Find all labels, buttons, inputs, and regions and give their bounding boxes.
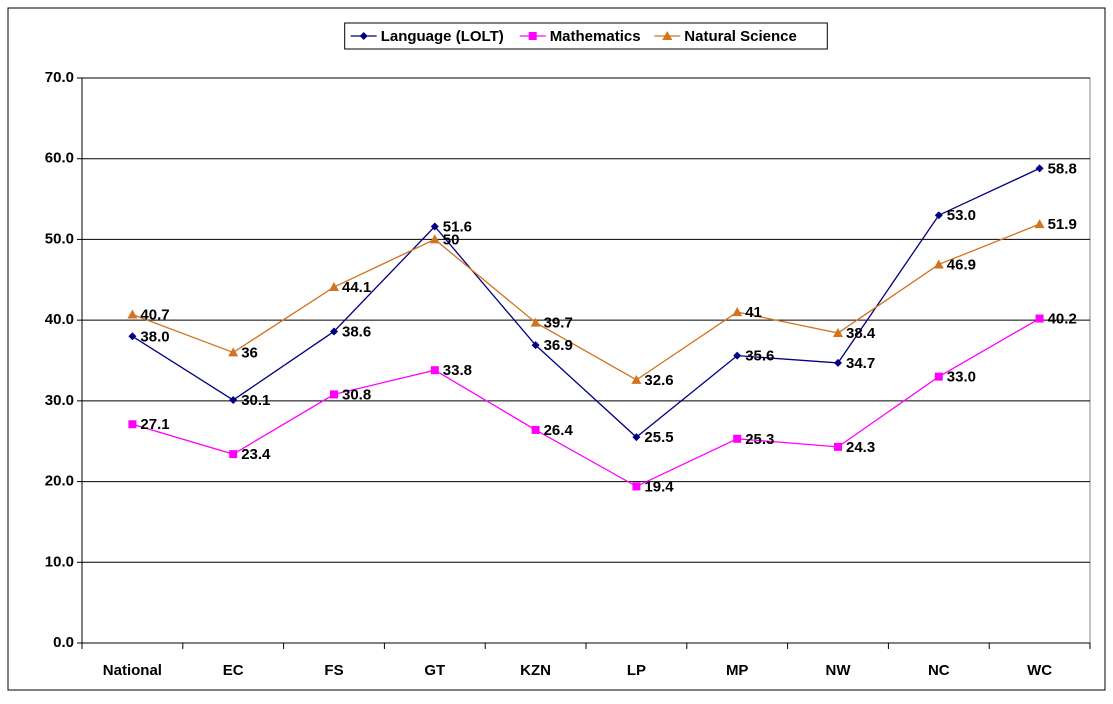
data-point <box>834 442 842 451</box>
data-label: 33.8 <box>443 362 472 379</box>
x-tick-label: MP <box>726 662 749 679</box>
data-point <box>1034 219 1045 229</box>
legend-marker <box>528 32 537 40</box>
data-label: 32.6 <box>644 372 673 389</box>
x-tick-label: NC <box>928 662 950 679</box>
data-label: 33.0 <box>947 369 976 386</box>
data-point <box>934 211 943 220</box>
x-tick-label: EC <box>223 662 244 679</box>
x-tick-label: GT <box>424 662 445 679</box>
data-point <box>632 433 641 442</box>
data-point <box>934 372 943 381</box>
data-label: 39.7 <box>544 315 573 332</box>
data-point <box>128 332 137 341</box>
x-tick-label: NW <box>826 662 852 679</box>
data-point <box>229 450 238 459</box>
data-point <box>229 396 238 405</box>
data-label: 36.9 <box>544 337 573 354</box>
legend-label: Natural Science <box>684 28 797 45</box>
y-tick-label: 60.0 <box>45 150 74 167</box>
data-label: 38.6 <box>342 323 371 340</box>
y-tick-label: 70.0 <box>45 69 74 86</box>
data-label: 58.8 <box>1048 160 1077 177</box>
legend-box <box>344 22 828 50</box>
y-tick-label: 0.0 <box>53 634 74 651</box>
data-label: 50 <box>443 231 460 248</box>
data-point <box>531 341 540 350</box>
x-tick-label: WC <box>1027 662 1052 679</box>
data-point <box>733 434 742 443</box>
y-tick-label: 20.0 <box>45 473 74 490</box>
data-point <box>1035 164 1044 173</box>
data-label: 26.4 <box>544 422 574 439</box>
y-tick-label: 50.0 <box>45 230 74 247</box>
data-point <box>733 351 742 360</box>
legend-marker <box>662 31 673 40</box>
data-point <box>228 347 239 357</box>
data-point <box>631 374 642 384</box>
data-label: 27.1 <box>140 416 169 433</box>
data-point <box>330 390 338 399</box>
data-point <box>531 425 540 434</box>
data-label: 44.1 <box>342 279 371 296</box>
series-line <box>132 167 1040 439</box>
data-label: 25.3 <box>745 431 774 448</box>
data-label: 46.9 <box>947 256 976 273</box>
data-point <box>430 222 439 231</box>
data-point <box>429 234 440 244</box>
series-line <box>132 317 1040 488</box>
data-label: 25.5 <box>644 429 673 446</box>
data-label: 51.6 <box>443 218 472 235</box>
data-label: 41 <box>745 304 762 321</box>
data-point <box>530 317 541 327</box>
data-point <box>1035 314 1044 323</box>
legend-label: Mathematics <box>550 28 641 45</box>
data-point <box>128 420 137 429</box>
data-label: 24.3 <box>846 439 875 456</box>
data-label: 19.4 <box>644 478 674 495</box>
data-point <box>330 327 338 336</box>
data-point <box>127 309 138 319</box>
series-line <box>132 223 1040 381</box>
y-tick-label: 30.0 <box>45 392 74 409</box>
y-tick-label: 10.0 <box>45 553 74 570</box>
plot-area <box>81 77 1091 644</box>
data-point <box>732 307 743 317</box>
x-tick-label: National <box>103 662 162 679</box>
data-label: 36 <box>241 344 258 361</box>
data-point <box>834 358 842 367</box>
data-point <box>933 259 944 269</box>
data-label: 40.7 <box>140 306 169 323</box>
data-label: 23.4 <box>241 446 271 463</box>
x-tick-label: KZN <box>520 662 551 679</box>
data-point <box>833 328 843 338</box>
data-label: 34.7 <box>846 355 875 372</box>
data-label: 40.2 <box>1048 310 1077 327</box>
data-label: 30.8 <box>342 386 371 403</box>
x-tick-label: LP <box>627 662 646 679</box>
x-tick-label: FS <box>324 662 343 679</box>
data-label: 35.6 <box>745 348 774 365</box>
legend-label: Language (LOLT) <box>381 28 504 45</box>
data-label: 30.1 <box>241 392 270 409</box>
data-label: 38.4 <box>846 325 876 342</box>
data-label: 53.0 <box>947 207 976 224</box>
data-point <box>430 366 439 375</box>
data-label: 38.0 <box>140 328 169 345</box>
data-point <box>329 282 339 292</box>
y-tick-label: 40.0 <box>45 311 74 328</box>
data-label: 51.9 <box>1048 216 1077 233</box>
data-point <box>632 482 641 491</box>
legend-marker <box>359 32 368 40</box>
